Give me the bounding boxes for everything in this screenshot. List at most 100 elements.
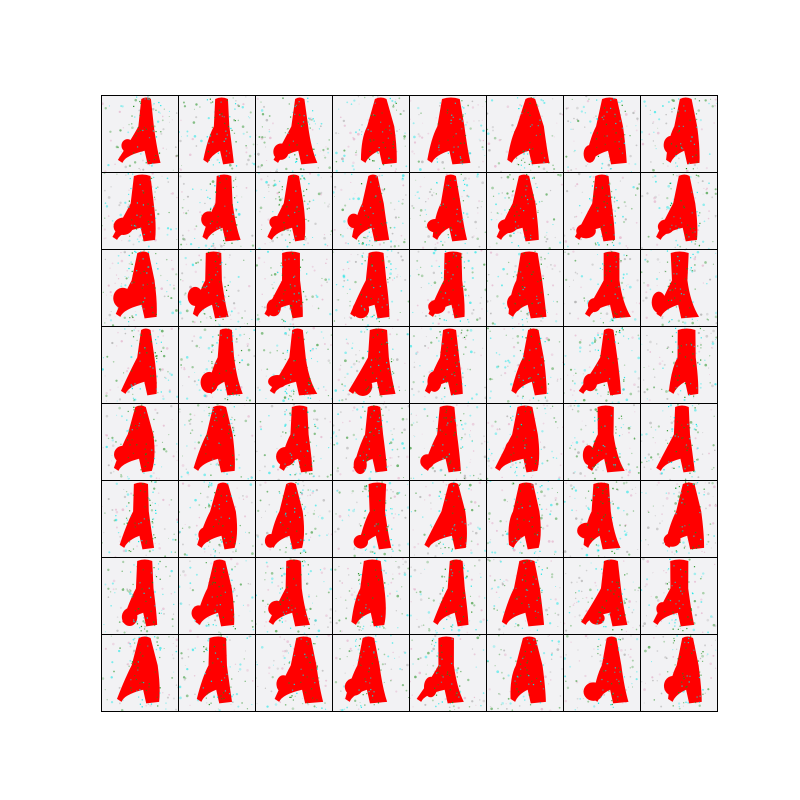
figure-limb — [347, 213, 360, 229]
figure-limb — [114, 445, 132, 463]
figure-blob — [117, 97, 161, 165]
sample-cell — [564, 481, 640, 557]
figure-blob — [193, 405, 235, 473]
sample-cell — [179, 404, 255, 480]
generated-figure — [256, 481, 332, 554]
figure-limb — [113, 287, 133, 309]
generated-figure — [641, 404, 716, 480]
figure-blob — [195, 559, 235, 627]
generated-figure — [334, 558, 409, 633]
sample-cell — [102, 327, 178, 403]
sample-cell — [641, 481, 717, 557]
generated-figure — [179, 558, 255, 634]
generated-figure — [410, 173, 486, 249]
generated-figure — [256, 327, 332, 403]
sample-cell — [410, 635, 486, 711]
sample-cell — [256, 173, 332, 249]
generated-figure — [334, 327, 409, 403]
generated-figure — [333, 250, 409, 326]
figure-limb — [427, 219, 444, 233]
sample-cell — [641, 635, 717, 711]
sample-cell — [487, 404, 563, 480]
sample-cell — [641, 250, 717, 326]
generated-figure — [103, 559, 176, 634]
sample-cell — [179, 250, 255, 326]
figure-limb — [113, 217, 134, 235]
sample-cell — [102, 250, 178, 326]
figure-limb — [268, 600, 285, 617]
sample-cell — [410, 404, 486, 480]
generated-figure — [487, 250, 561, 326]
generated-figure — [410, 97, 486, 171]
generated-figure — [487, 96, 563, 172]
generated-figure — [487, 404, 563, 480]
generated-figure — [487, 635, 563, 711]
figure-limb — [582, 445, 595, 466]
figure-limb — [427, 371, 442, 392]
sample-cell — [179, 173, 255, 249]
figure-limb — [268, 374, 287, 389]
sample-cell — [333, 96, 409, 172]
figure-limb — [353, 376, 373, 397]
generated-figure — [487, 327, 563, 403]
figure-limb — [273, 143, 289, 160]
figure-limb — [352, 300, 370, 319]
figure-limb — [276, 675, 291, 693]
sample-cell — [256, 327, 332, 403]
sample-cell — [564, 635, 640, 711]
figure-limb — [651, 291, 666, 313]
figure-limb — [191, 605, 206, 621]
sample-cell — [487, 173, 563, 249]
sample-cell — [564, 96, 640, 172]
sample-cell — [487, 327, 563, 403]
figure-blob — [495, 405, 540, 473]
figure-limb — [198, 527, 212, 543]
figure-blob — [585, 97, 627, 165]
figure-blob — [511, 328, 547, 396]
figure-limb — [428, 299, 446, 314]
generated-figure — [256, 97, 331, 172]
figure-limb — [423, 676, 438, 698]
figure-blob — [358, 482, 392, 550]
sample-cell — [102, 635, 178, 711]
figure-limb — [576, 223, 596, 239]
generated-figure — [410, 250, 486, 326]
sample-cell — [641, 96, 717, 172]
generated-figure — [256, 250, 332, 326]
generated-figure — [179, 481, 254, 557]
generated-figure — [564, 635, 639, 711]
figure-blob — [587, 405, 625, 473]
sample-cell — [179, 96, 255, 172]
generated-figure — [179, 250, 253, 326]
sample-cell — [410, 481, 486, 557]
generated-figure — [410, 327, 486, 403]
sample-cell — [564, 327, 640, 403]
sample-cell — [641, 173, 717, 249]
figure-limb — [353, 455, 367, 475]
figure-limb — [657, 219, 675, 234]
figure-blob — [666, 97, 700, 165]
figure-limb — [589, 611, 605, 625]
figure-limb — [187, 286, 203, 307]
generated-figure — [410, 404, 486, 480]
generated-figure — [102, 327, 178, 402]
sample-cell — [102, 481, 178, 557]
sample-cell — [487, 481, 563, 557]
generated-figure — [641, 635, 717, 711]
figure-limb — [264, 533, 276, 548]
generated-figure — [564, 481, 639, 557]
generated-figure — [489, 173, 563, 249]
generated-figure — [565, 96, 639, 172]
figure-blob — [501, 559, 545, 627]
figure-blob — [583, 482, 621, 550]
generated-figure — [256, 404, 332, 480]
sample-cell — [410, 327, 486, 403]
generated-figure — [256, 558, 332, 634]
sample-cell — [102, 558, 178, 634]
sample-cell — [564, 250, 640, 326]
sample-cell — [256, 404, 332, 480]
figure-blob — [664, 482, 705, 550]
sample-cell — [179, 481, 255, 557]
sample-cell — [487, 250, 563, 326]
